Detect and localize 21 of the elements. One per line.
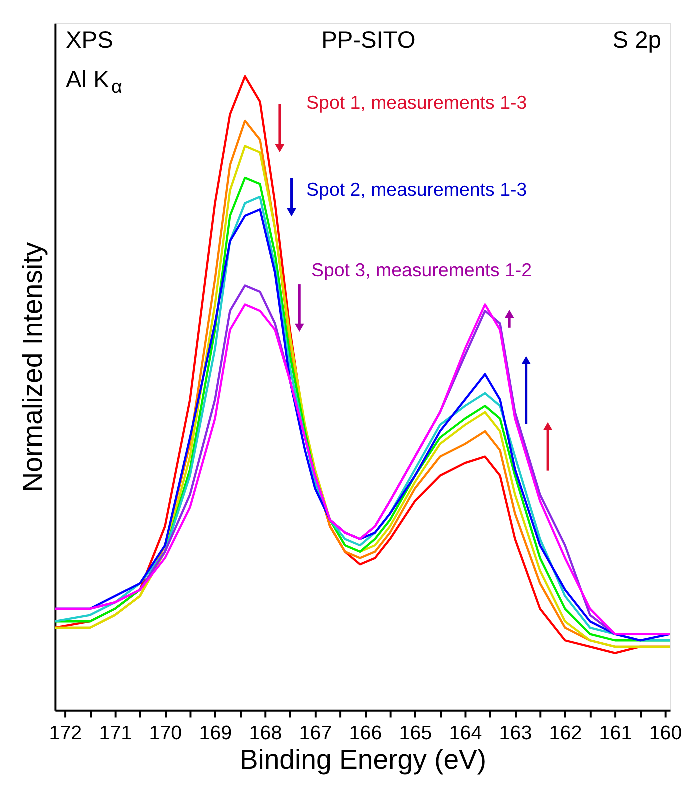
- x-tick-label: 172: [49, 722, 82, 744]
- x-tick-label: 164: [449, 722, 482, 744]
- x-tick-label: 170: [149, 722, 182, 744]
- x-tick-label: 167: [299, 722, 332, 744]
- x-tick-label: 169: [199, 722, 232, 744]
- x-tick-label: 163: [499, 722, 532, 744]
- x-tick-label: 166: [349, 722, 382, 744]
- text: S 2p: [612, 28, 662, 54]
- annotation: Spot 2, measurements 1-3: [306, 178, 528, 200]
- x-tick-label: 165: [399, 722, 432, 744]
- text: XPS: [66, 28, 114, 54]
- x-tick-label: 162: [549, 722, 582, 744]
- chart-title: PP-SITO: [322, 28, 416, 54]
- x-tick-label: 160: [649, 722, 682, 744]
- x-tick-label: 161: [599, 722, 632, 744]
- x-tick-label: 171: [99, 722, 132, 744]
- x-axis-title: Binding Energy (eV): [240, 744, 487, 775]
- y-axis-title: Normalized Intensity: [16, 242, 48, 492]
- x-tick-label: 168: [249, 722, 282, 744]
- annotation: Spot 1, measurements 1-3: [306, 92, 528, 114]
- annotation: Spot 3, measurements 1-2: [311, 260, 532, 281]
